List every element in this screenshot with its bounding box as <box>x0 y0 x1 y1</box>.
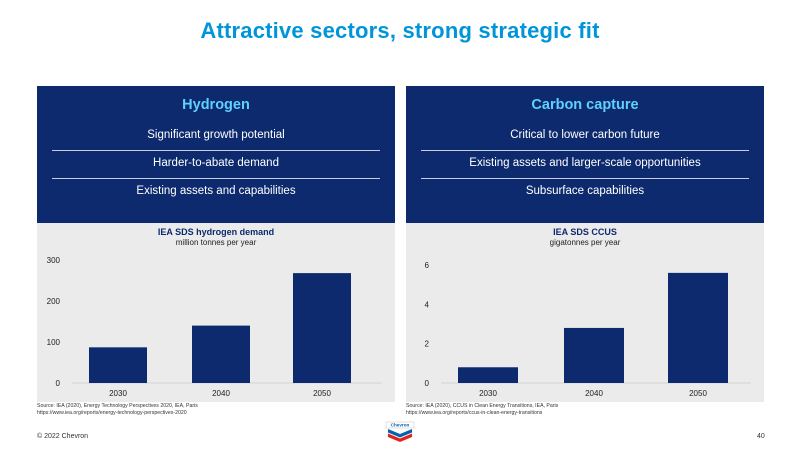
source-line: Source: IEA (2020), CCUS in Clean Energy… <box>406 403 559 409</box>
divider <box>52 150 380 151</box>
x-tick-label: 2040 <box>212 389 230 398</box>
logo-text-band <box>385 421 415 429</box>
slide-title: Attractive sectors, strong strategic fit <box>200 18 600 43</box>
y-tick-label: 0 <box>56 379 61 388</box>
hydrogen-source-note: Source: IEA (2020), Energy Technology Pe… <box>37 403 397 416</box>
source-url: https://www.iea.org/reports/energy-techn… <box>37 409 187 416</box>
copyright-text: © 2022 Chevron <box>37 433 89 440</box>
ccus-chart-subtitle: gigatonnes per year <box>549 238 621 247</box>
ccus-chart-title: IEA SDS CCUS <box>553 227 617 237</box>
hydrogen-chart-subtitle: million tonnes per year <box>175 238 257 247</box>
x-tick-label: 2040 <box>585 389 603 398</box>
y-tick-label: 4 <box>425 300 430 309</box>
x-tick-label: 2050 <box>313 389 331 398</box>
bar-2050 <box>668 272 728 383</box>
bar-2050 <box>293 273 351 383</box>
hydrogen-point-2: Harder-to-abate demand <box>153 157 279 169</box>
hydrogen-demand-chart: 0 100 200 300 2030 2040 2050 <box>47 256 382 398</box>
bar-2040 <box>192 325 250 383</box>
logo-blue-chevron <box>388 429 412 438</box>
source-url: https://www.iea.org/reports/ccus-in-clea… <box>406 409 543 416</box>
carbon-capture-panel: Carbon capture Critical to lower carbon … <box>406 86 764 402</box>
x-tick-label: 2050 <box>689 389 707 398</box>
y-tick-label: 0 <box>425 379 430 388</box>
bar-2030 <box>89 347 147 383</box>
divider <box>421 178 749 179</box>
ccus-chart: 0 2 4 6 2030 2040 2050 <box>425 261 751 398</box>
carbon-capture-header-box: Carbon capture Critical to lower carbon … <box>406 86 764 223</box>
hydrogen-panel-title: Hydrogen <box>182 97 250 113</box>
hydrogen-chart-title: IEA SDS hydrogen demand <box>157 227 275 237</box>
y-tick-label: 300 <box>47 256 61 265</box>
y-tick-label: 200 <box>47 297 61 306</box>
y-tick-label: 6 <box>425 261 430 270</box>
bar-2030 <box>458 367 518 383</box>
hydrogen-header-box: Hydrogen Significant growth potential Ha… <box>37 86 395 223</box>
x-tick-label: 2030 <box>109 389 127 398</box>
hydrogen-panel: Hydrogen Significant growth potential Ha… <box>37 86 395 402</box>
bar-2040 <box>564 327 624 383</box>
ccus-source-note: Source: IEA (2020), CCUS in Clean Energy… <box>406 403 766 416</box>
carbon-capture-point-3: Subsurface capabilities <box>525 185 645 197</box>
logo-red-chevron <box>388 433 412 442</box>
y-tick-label: 2 <box>425 340 430 349</box>
chevron-logo: Chevron <box>385 421 415 442</box>
divider <box>421 150 749 151</box>
y-tick-label: 100 <box>47 338 61 347</box>
x-tick-label: 2030 <box>479 389 497 398</box>
source-line: Source: IEA (2020), Energy Technology Pe… <box>37 403 198 409</box>
carbon-capture-panel-title: Carbon capture <box>531 97 639 113</box>
hydrogen-point-3: Existing assets and capabilities <box>136 185 296 197</box>
page-number: 40 <box>757 433 765 440</box>
divider <box>52 178 380 179</box>
logo-wordmark: Chevron <box>391 423 410 428</box>
carbon-capture-point-1: Critical to lower carbon future <box>510 129 660 141</box>
hydrogen-point-1: Significant growth potential <box>147 129 285 141</box>
carbon-capture-point-2: Existing assets and larger-scale opportu… <box>469 157 701 169</box>
